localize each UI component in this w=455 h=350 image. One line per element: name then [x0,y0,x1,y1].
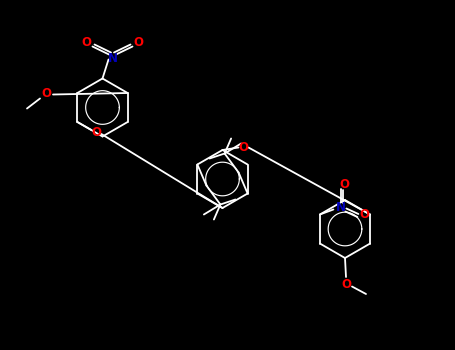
Text: N: N [335,201,345,214]
Text: O: O [359,209,369,222]
Text: O: O [91,126,101,140]
Text: O: O [41,87,51,100]
Text: O: O [133,36,143,49]
Text: N: N [107,52,117,65]
Text: O: O [339,178,349,191]
Text: O: O [238,141,248,154]
Text: O: O [341,278,351,290]
Text: O: O [81,36,91,49]
